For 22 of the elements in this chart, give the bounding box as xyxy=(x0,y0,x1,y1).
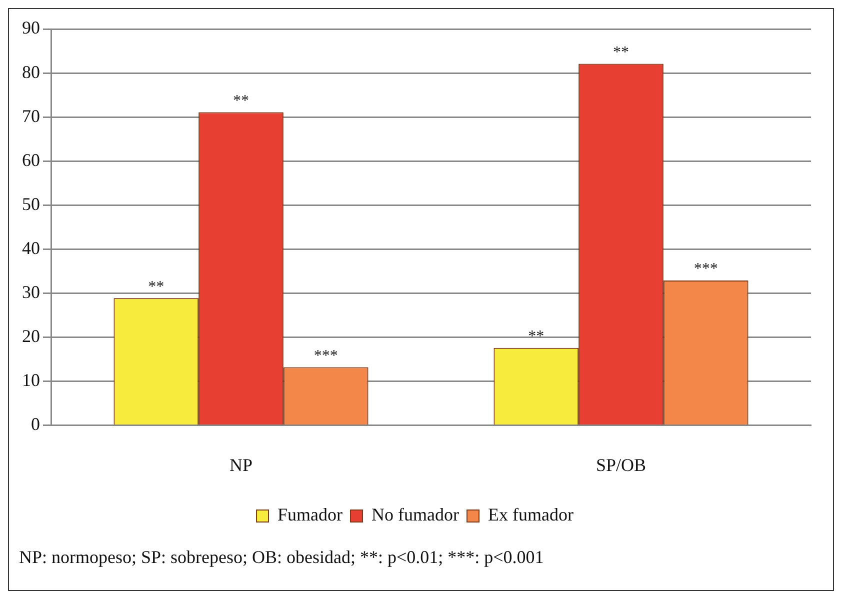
data-label: ** xyxy=(233,92,249,110)
y-tick-label: 0 xyxy=(31,414,40,434)
y-tick-label: 80 xyxy=(22,62,40,82)
data-label: ** xyxy=(148,278,164,296)
y-tick-label: 50 xyxy=(22,194,40,214)
y-tick-label: 40 xyxy=(22,238,40,258)
y-tick-label: 60 xyxy=(22,150,40,170)
y-tick-label: 70 xyxy=(22,106,40,126)
data-label: *** xyxy=(694,260,718,278)
legend-label: Fumador xyxy=(278,504,343,525)
legend-label: Ex fumador xyxy=(488,504,574,525)
y-tick-label: 20 xyxy=(22,326,40,346)
y-tick-label: 90 xyxy=(22,18,40,38)
data-label: ** xyxy=(613,44,629,61)
x-tick-label: NP xyxy=(229,454,253,475)
data-label: *** xyxy=(314,347,338,364)
data-label: ** xyxy=(528,328,544,346)
x-tick-label: SP/OB xyxy=(596,454,646,475)
y-tick-label: 30 xyxy=(22,282,40,302)
y-tick-label: 10 xyxy=(22,370,40,390)
legend-label: No fumador xyxy=(372,504,460,525)
text: NP: normopeso; SP: sobrepeso; OB: obesidad; **: p<0.01; ***: p<0.001 xyxy=(18,546,545,569)
